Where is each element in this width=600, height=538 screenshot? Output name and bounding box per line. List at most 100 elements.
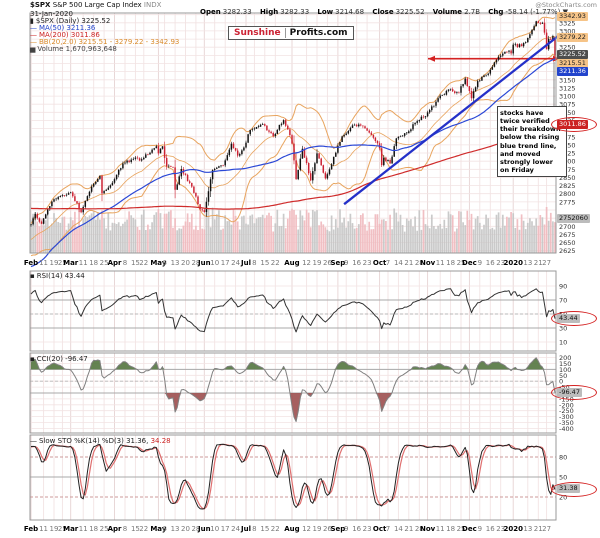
date-tick-label: 11	[39, 259, 48, 267]
price-tick-label: 2925	[559, 150, 576, 158]
date-tick-label: 17	[221, 259, 230, 267]
date-tick-label: Dec	[462, 525, 477, 533]
date-tick-label: 18	[89, 259, 98, 267]
date-tick-label: 21	[534, 259, 543, 267]
cci-tick-label: -400	[559, 425, 574, 433]
legend-volume: ▅ Volume 1,670,963,648	[30, 45, 117, 53]
date-tick-label: 17	[221, 525, 230, 533]
cci-tick-label: -300	[559, 413, 574, 421]
date-tick-label: 28	[415, 525, 424, 533]
cci-tick-label: 0	[559, 378, 563, 386]
price-tick-label: 3150	[559, 76, 576, 84]
date-tick-label: 10	[210, 259, 219, 267]
price-tick-label: 2875	[559, 166, 576, 174]
price-tick-label: 3250	[559, 44, 576, 52]
date-tick-label: 9	[344, 259, 348, 267]
low-value: 3214.68	[335, 8, 365, 16]
legend-volume-text: Volume 1,670,963,648	[37, 45, 117, 53]
panel-border	[29, 270, 557, 352]
high-value: 3282.33	[280, 8, 310, 16]
sto-k-line	[30, 443, 556, 510]
date-tick-label: 20	[181, 259, 190, 267]
date-tick-label: 21	[404, 259, 413, 267]
date-tick-label: 19	[50, 259, 59, 267]
rsi-tick-label: 90	[559, 283, 567, 291]
price-tick-label: 2675	[559, 231, 576, 239]
rsi-tick-label: 30	[559, 325, 567, 333]
date-tick-label: 22	[271, 259, 280, 267]
indicator-icon: ▪	[30, 355, 35, 363]
date-tick-label: 28	[191, 525, 200, 533]
cci-fill-above-100	[31, 357, 555, 370]
chg-value: -58.14 (-1.77%) ▼	[505, 8, 568, 16]
open-value: 3282.33	[222, 8, 252, 16]
date-tick-label: Feb	[24, 525, 38, 533]
cci-tick-label: 50	[559, 372, 567, 380]
chart-title: $SPX S&P 500 Large Cap Index INDX	[30, 1, 161, 9]
price-tick-label: 2950	[559, 141, 576, 149]
date-tick-label: 13	[523, 259, 532, 267]
date-tick-label: 25	[58, 525, 67, 533]
volume-axis-label: 2752060	[557, 214, 590, 223]
panel-border	[29, 434, 557, 521]
source-credit: @StockCharts.com	[535, 1, 597, 9]
date-tick-label: 14	[394, 259, 403, 267]
logo-part2: Profits.com	[289, 28, 348, 38]
legend-price: ▮ $SPX (Daily) 3225.52	[30, 17, 110, 25]
date-tick-label: Apr	[108, 525, 122, 533]
cci-panel-label: ▪ CCI(20) -96.47	[30, 355, 88, 363]
date-tick-label: 19	[50, 525, 59, 533]
date-tick-label: Oct	[373, 259, 387, 267]
ma200-highlight-ellipse	[551, 117, 597, 133]
date-tick-label: 2020	[503, 259, 523, 267]
date-tick-label: 8	[123, 259, 127, 267]
legend-ma200-text: MA(200) 3011.86	[39, 31, 100, 39]
legend-ma50: — MA(50) 3211.36	[30, 24, 95, 32]
date-tick-label: 21	[404, 525, 413, 533]
date-tick-label: 11	[79, 525, 88, 533]
cci-tick-label: -200	[559, 401, 574, 409]
date-tick-label: 28	[415, 259, 424, 267]
candle-bodies-down	[36, 21, 556, 224]
rsi-label-text: RSI(14) 43.44	[36, 272, 85, 280]
cci-tick-label: 200	[559, 354, 571, 362]
price-tick-label: 3325	[559, 19, 576, 27]
open-label: Open	[200, 8, 221, 16]
price-tick-label: 2900	[559, 158, 576, 166]
volume-label: Volume	[432, 8, 463, 16]
date-tick-label: 15	[131, 525, 140, 533]
legend-bollinger: — BB(20,2.0) 3215.51 - 3279.22 - 3342.93	[30, 38, 179, 46]
bollinger-mid-band	[30, 36, 556, 240]
date-tick-label: 13	[523, 525, 532, 533]
date-tick-label: 8	[252, 525, 256, 533]
date-tick-label: 26	[323, 525, 332, 533]
low-label: Low	[317, 8, 334, 16]
date-tick-label: Jun	[197, 525, 211, 533]
sto-label-text: Slow STO %K(14) %D(3) 31.36,	[39, 437, 149, 445]
sunshine-profits-logo: Sunshine Profits.com	[228, 26, 354, 40]
date-tick-label: 23	[363, 525, 372, 533]
price-tick-label: 3100	[559, 93, 576, 101]
date-tick-label: 22	[139, 259, 148, 267]
price-tick-label: 3050	[559, 109, 576, 117]
indicator-icon: ▪	[30, 272, 35, 280]
date-tick-label: 15	[260, 525, 269, 533]
cci-tick-label: 150	[559, 360, 571, 368]
date-tick-label: 25	[100, 259, 109, 267]
date-tick-label: 8	[123, 525, 127, 533]
date-tick-label: Nov	[420, 525, 436, 533]
chg-label: Chg	[488, 8, 504, 16]
date-tick-label: Jul	[240, 259, 251, 267]
sto-panel-label: — Slow STO %K(14) %D(3) 31.36, 34.28	[30, 437, 171, 445]
date-tick-label: 9	[344, 525, 348, 533]
date-tick-label: 25	[100, 525, 109, 533]
price-tick-label: 3300	[559, 27, 576, 35]
line-icon: —	[30, 31, 37, 39]
date-tick-label: 7	[386, 525, 390, 533]
histogram-icon: ▅	[30, 45, 36, 53]
indicator-icon: —	[30, 437, 37, 445]
price-tick-label: 2975	[559, 133, 576, 141]
date-tick-label: Jun	[197, 259, 211, 267]
